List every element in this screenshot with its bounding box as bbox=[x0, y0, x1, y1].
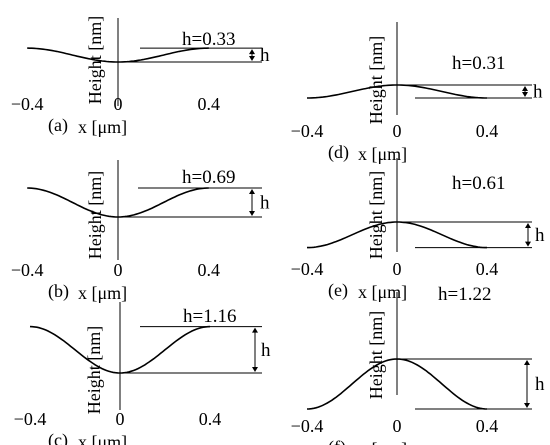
x-tick-label: 0.4 bbox=[476, 121, 499, 141]
h-value-label: h=1.22 bbox=[438, 284, 491, 305]
x-tick-label: 0.4 bbox=[198, 94, 221, 114]
y-axis-label: Height [nm] bbox=[84, 326, 104, 414]
h-arrow-head-bottom bbox=[252, 367, 258, 372]
h-arrow-head-top bbox=[522, 86, 528, 91]
panel-label: (e) bbox=[328, 280, 348, 301]
x-tick-label: −0.4 bbox=[11, 94, 44, 114]
h-marker: h bbox=[533, 82, 543, 103]
x-axis-label: x [μm] bbox=[358, 282, 407, 302]
h-arrow-head-top bbox=[524, 360, 530, 365]
profile-curve bbox=[307, 221, 487, 249]
y-axis-label: Height [nm] bbox=[366, 36, 386, 124]
x-axis-label: x [μm] bbox=[358, 144, 407, 164]
h-marker: h bbox=[535, 225, 545, 246]
h-marker: h bbox=[260, 45, 270, 66]
profile-curve bbox=[306, 358, 488, 410]
panel-label: (f) bbox=[328, 437, 346, 445]
panel-label: (a) bbox=[48, 115, 68, 136]
h-arrow-head-top bbox=[252, 327, 258, 333]
h-arrow-head-top bbox=[525, 223, 531, 228]
panel-label: (d) bbox=[328, 142, 349, 163]
h-value-label: h=0.33 bbox=[182, 29, 235, 50]
h-value-label: h=1.16 bbox=[183, 306, 236, 327]
x-axis-label: x [μm] bbox=[78, 117, 127, 137]
x-tick-label: 0 bbox=[393, 259, 402, 279]
x-tick-label: 0 bbox=[116, 409, 125, 429]
h-arrow-head-bottom bbox=[522, 92, 528, 98]
x-tick-label: 0 bbox=[393, 416, 402, 436]
h-marker: h bbox=[535, 374, 545, 395]
x-tick-label: 0 bbox=[114, 94, 123, 114]
x-tick-label: 0 bbox=[393, 121, 402, 141]
y-axis-label: Height [nm] bbox=[85, 16, 105, 104]
x-tick-label: 0 bbox=[114, 260, 123, 280]
profile-curve bbox=[307, 84, 487, 99]
h-value-label: h=0.61 bbox=[452, 173, 505, 194]
h-arrow-head-bottom bbox=[525, 241, 531, 247]
h-arrow-head-bottom bbox=[524, 403, 530, 409]
y-axis-label: Height [nm] bbox=[85, 171, 105, 259]
h-arrow-head-top bbox=[249, 49, 255, 55]
y-axis-label: Height [nm] bbox=[366, 311, 386, 399]
x-tick-label: 0.4 bbox=[476, 259, 499, 279]
x-axis-label: x [μm] bbox=[78, 283, 127, 303]
h-marker: h bbox=[260, 193, 270, 214]
x-tick-label: 0.4 bbox=[199, 409, 222, 429]
h-value-label: h=0.31 bbox=[452, 53, 505, 74]
x-axis-label: x [μm] bbox=[78, 432, 127, 445]
y-axis-label: Height [nm] bbox=[366, 171, 386, 259]
h-arrow-head-bottom bbox=[249, 211, 255, 216]
x-tick-label: −0.4 bbox=[291, 259, 324, 279]
h-arrow-head-bottom bbox=[249, 56, 255, 61]
panel-label: (b) bbox=[48, 281, 69, 302]
h-arrow-head-top bbox=[249, 189, 255, 195]
x-tick-label: −0.4 bbox=[291, 416, 324, 436]
x-tick-label: −0.4 bbox=[11, 260, 44, 280]
x-tick-label: −0.4 bbox=[14, 409, 47, 429]
x-tick-label: 0.4 bbox=[476, 416, 499, 436]
x-tick-label: −0.4 bbox=[291, 121, 324, 141]
h-marker: h bbox=[261, 340, 271, 361]
x-tick-label: 0.4 bbox=[198, 260, 221, 280]
panel-label: (c) bbox=[48, 430, 68, 445]
x-axis-label: x [μm] bbox=[358, 439, 407, 445]
h-value-label: h=0.69 bbox=[182, 167, 235, 188]
